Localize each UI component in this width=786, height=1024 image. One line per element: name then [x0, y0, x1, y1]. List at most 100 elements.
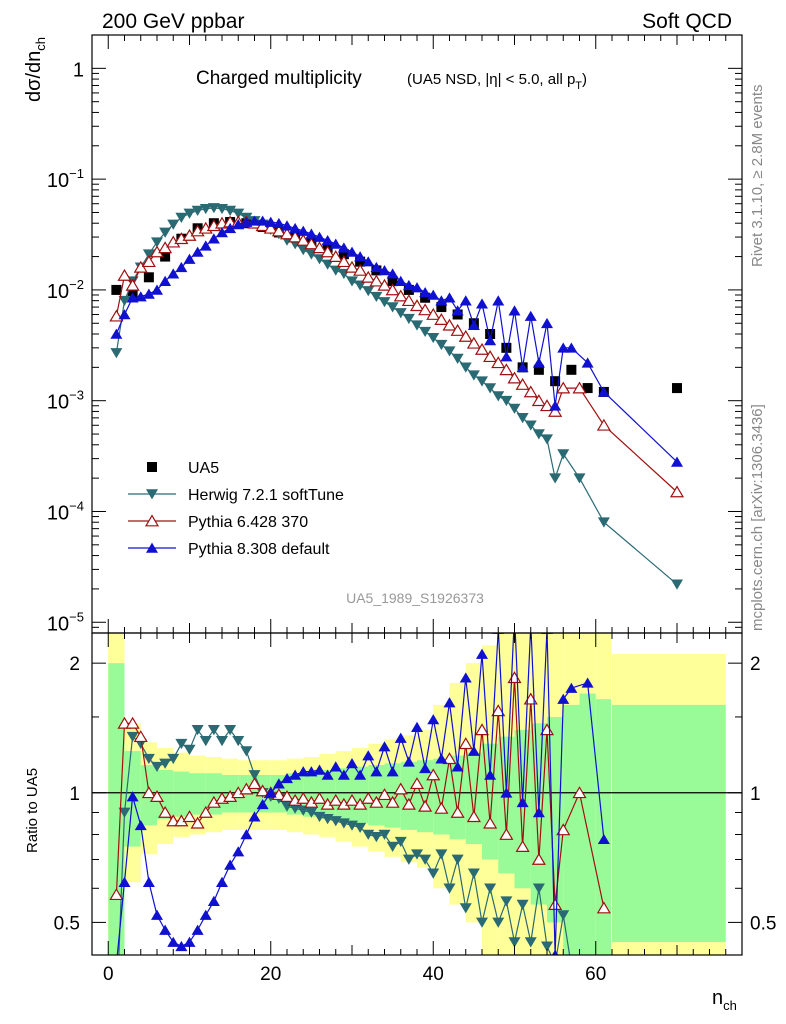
- data-point-pythia8: [427, 714, 440, 725]
- header-left: 200 GeV ppbar: [102, 10, 244, 33]
- data-point-pythia6: [377, 788, 392, 801]
- data-point-herwig: [394, 308, 407, 319]
- data-point-pythia8: [492, 295, 505, 306]
- data-point-pythia8: [557, 342, 570, 353]
- data-point-herwig: [216, 736, 228, 747]
- x-tick-label: 20: [260, 964, 281, 985]
- data-point-pythia8: [313, 764, 326, 775]
- data-point-herwig: [492, 917, 505, 928]
- data-point-pythia8: [484, 769, 497, 780]
- data-point-pythia8: [362, 256, 375, 267]
- data-point-pythia8: [370, 261, 383, 273]
- data-point-pythia8: [329, 761, 342, 772]
- data-point-pythia8: [118, 309, 131, 320]
- data-point-herwig: [240, 746, 253, 757]
- data-point-pythia8: [378, 741, 391, 752]
- data-point-pythia8: [394, 732, 407, 743]
- inner-band-bin: [563, 704, 580, 955]
- data-point-pythia8: [435, 753, 448, 764]
- ratio-y-tick-label: 2: [69, 654, 80, 675]
- data-point-herwig: [126, 731, 139, 743]
- data-point-herwig: [476, 376, 488, 387]
- data-point-herwig: [427, 332, 440, 344]
- inner-band-bin: [612, 704, 726, 943]
- data-point-pythia6: [450, 805, 465, 818]
- data-point-pythia8: [419, 286, 432, 298]
- x-axis-label-subscript: ch: [723, 998, 737, 1013]
- x-axis-label-text: n: [712, 987, 723, 1009]
- data-point-ua5: [420, 292, 431, 303]
- legend-marker-herwig: [146, 489, 158, 500]
- legend-label-pythia6: Pythia 6.428 370: [188, 514, 308, 531]
- data-point-pythia8: [362, 750, 375, 761]
- data-point-pythia6: [426, 768, 441, 781]
- data-point-pythia8: [191, 924, 204, 935]
- data-point-pythia6: [255, 784, 270, 797]
- data-point-pythia6: [418, 799, 433, 812]
- data-point-pythia6: [596, 418, 611, 431]
- data-point-pythia6: [141, 255, 156, 268]
- data-point-pythia6: [312, 791, 327, 804]
- data-point-pythia6: [450, 323, 465, 336]
- data-point-pythia6: [279, 789, 295, 802]
- data-point-herwig: [516, 899, 529, 910]
- series-line-herwig: [118, 728, 571, 955]
- y-tick-label-exponent: −1: [69, 166, 84, 181]
- data-point-pythia8: [175, 261, 188, 273]
- data-point-ua5: [533, 364, 544, 375]
- data-point-herwig: [386, 302, 399, 313]
- data-point-pythia8: [134, 819, 147, 831]
- data-point-pythia6: [133, 730, 148, 743]
- ratio-plot-series: [109, 633, 611, 955]
- data-point-pythia8: [110, 328, 123, 339]
- ratio-y-tick-label-right: 2: [750, 654, 761, 675]
- data-point-pythia8: [337, 769, 350, 780]
- data-point-pythia8: [467, 745, 480, 756]
- data-point-pythia8: [167, 936, 180, 947]
- y-tick-label: 10−4: [47, 498, 84, 524]
- rivet-version-text: Rivet 3.1.10, ≥ 2.8M events: [749, 85, 766, 268]
- data-point-pythia8: [126, 791, 139, 802]
- data-point-pythia8: [272, 217, 285, 229]
- data-point-pythia8: [142, 876, 155, 887]
- data-point-pythia6: [483, 816, 498, 829]
- data-point-pythia6: [385, 283, 400, 296]
- data-point-ua5: [355, 256, 366, 267]
- series-line-pythia8: [115, 220, 678, 463]
- data-point-pythia6: [401, 294, 416, 307]
- chart-title: Charged multiplicity: [196, 68, 362, 89]
- series-pythia6: [109, 671, 611, 914]
- data-point-pythia6: [198, 805, 213, 818]
- data-point-pythia8: [289, 222, 302, 234]
- data-point-herwig: [346, 276, 358, 287]
- data-point-pythia8: [216, 876, 228, 887]
- ratio-y-tick-label: 0.5: [54, 913, 80, 934]
- data-point-pythia8: [199, 909, 212, 920]
- data-point-pythia8: [329, 238, 342, 249]
- x-axis-label: nch: [712, 987, 737, 1013]
- data-point-herwig: [557, 910, 570, 921]
- data-point-herwig: [411, 849, 423, 860]
- data-point-pythia6: [539, 399, 555, 412]
- data-point-ua5: [160, 251, 171, 262]
- data-point-pythia8: [500, 351, 513, 362]
- data-point-herwig: [378, 829, 391, 840]
- x-axis: 0 20 40 60: [103, 35, 727, 985]
- chart-subtitle: (UA5 NSD, |η| < 5.0, all pT): [407, 71, 587, 92]
- data-point-pythia6: [491, 356, 506, 369]
- data-point-herwig: [443, 883, 456, 894]
- data-point-herwig: [224, 725, 237, 736]
- y-tick-label: 10−2: [47, 277, 84, 303]
- data-point-pythia6: [385, 795, 400, 808]
- data-point-pythia6: [474, 723, 490, 736]
- data-point-herwig: [508, 403, 521, 414]
- data-point-pythia6: [377, 278, 392, 291]
- y-tick-label-base: 10: [47, 502, 69, 524]
- data-point-herwig: [402, 313, 415, 325]
- y-tick-label-base: 10: [47, 170, 69, 192]
- data-point-herwig: [573, 473, 586, 484]
- data-point-herwig: [232, 736, 245, 747]
- data-point-herwig: [118, 807, 131, 818]
- data-point-herwig: [142, 249, 155, 260]
- data-point-herwig: [378, 297, 391, 308]
